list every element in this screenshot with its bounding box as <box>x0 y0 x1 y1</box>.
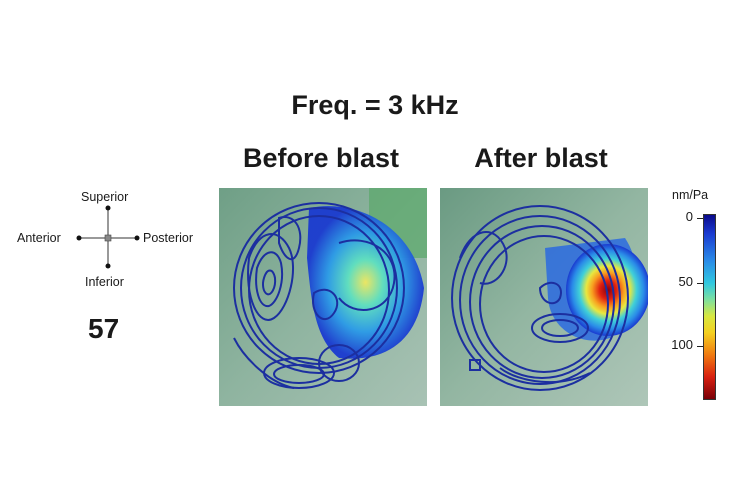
colorbar-tick-mark <box>697 283 703 284</box>
figure-title: Freq. = 3 kHz <box>291 90 459 120</box>
superior-label: Superior <box>81 190 129 204</box>
orientation-compass: Superior Inferior Anterior Posterior <box>10 186 210 296</box>
after-blast-title: After blast <box>474 143 608 173</box>
colorbar-unit: nm/Pa <box>672 188 709 202</box>
colorbar-tick-label: 0 <box>685 209 693 224</box>
colorbar-tick-label: 100 <box>671 337 693 352</box>
before-blast-heatmap <box>219 188 427 406</box>
compass-cross-icon <box>76 205 140 269</box>
after-blast-heatmap <box>440 188 648 406</box>
inferior-label: Inferior <box>85 275 124 289</box>
colorbar <box>703 214 716 400</box>
colorbar-tick-label: 50 <box>678 274 693 289</box>
colorbar-tick-mark <box>697 346 703 347</box>
before-blast-title: Before blast <box>242 143 400 173</box>
colorbar-tick-mark <box>697 218 703 219</box>
posterior-label: Posterior <box>143 231 194 245</box>
frame-number: 57 <box>88 313 120 344</box>
anterior-label: Anterior <box>17 231 61 245</box>
